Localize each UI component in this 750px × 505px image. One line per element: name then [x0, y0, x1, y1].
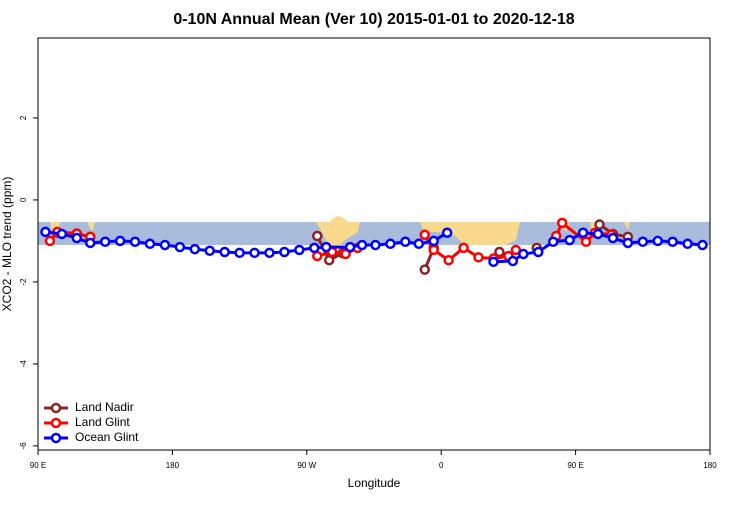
- data-point: [443, 254, 454, 266]
- x-tick-label: 90 W: [297, 461, 316, 470]
- legend-marker: [50, 417, 62, 429]
- y-tick-label: 2: [19, 115, 28, 120]
- data-point: [309, 242, 320, 254]
- y-tick-label: -4: [19, 360, 28, 368]
- data-point: [294, 244, 305, 256]
- data-point: [99, 236, 111, 247]
- legend-label: Land Glint: [75, 415, 130, 429]
- data-point: [580, 236, 592, 247]
- x-tick-label: 90 E: [30, 461, 46, 470]
- y-axis-label: XCO2 - MLO trend (ppm): [0, 177, 14, 312]
- y-tick-label: 0: [19, 197, 28, 202]
- data-point: [129, 236, 141, 247]
- legend-marker: [50, 402, 62, 414]
- data-point: [234, 247, 245, 259]
- data-point: [594, 219, 605, 230]
- data-point: [385, 238, 396, 250]
- data-point: [637, 236, 649, 247]
- plot-frame: [37, 37, 711, 451]
- data-point: [419, 264, 431, 275]
- x-axis-label: Longitude: [348, 476, 401, 490]
- data-point: [682, 238, 693, 250]
- data-point: [441, 227, 453, 238]
- data-point: [592, 228, 604, 240]
- data-point: [344, 241, 356, 253]
- data-point: [510, 244, 522, 256]
- data-point: [533, 246, 544, 258]
- data-point: [494, 246, 505, 258]
- data-point: [370, 239, 381, 251]
- data-point: [40, 226, 51, 238]
- data-point: [189, 243, 201, 255]
- data-point: [85, 237, 96, 249]
- data-point: [340, 248, 351, 260]
- data-point: [507, 255, 519, 267]
- legend-label: Land Nadir: [75, 400, 134, 414]
- data-point: [667, 236, 678, 247]
- x-tick-label: 180: [703, 461, 717, 470]
- data-point: [488, 256, 499, 268]
- data-point: [697, 239, 708, 251]
- data-point: [44, 235, 56, 247]
- data-point: [622, 237, 634, 249]
- data-point: [564, 234, 575, 246]
- data-point: [312, 250, 323, 262]
- data-point: [320, 241, 332, 253]
- data-point: [428, 235, 439, 247]
- data-point: [144, 238, 156, 250]
- data-point: [312, 230, 323, 242]
- data-point: [279, 246, 290, 258]
- data-point: [219, 246, 230, 258]
- data-point: [159, 239, 171, 251]
- y-tick-label: -2: [19, 278, 28, 286]
- data-point: [547, 236, 559, 247]
- data-point: [204, 245, 215, 257]
- chart-title: 0-10N Annual Mean (Ver 10) 2015-01-01 to…: [173, 11, 574, 28]
- x-tick-label: 0: [439, 461, 444, 470]
- data-point: [652, 235, 663, 247]
- data-point: [249, 247, 260, 259]
- series-line: [48, 220, 612, 263]
- map-strip: [38, 216, 710, 250]
- data-point: [114, 235, 126, 247]
- data-point: [71, 232, 83, 244]
- data-point: [413, 238, 425, 250]
- data-point: [323, 254, 335, 266]
- data-point: [400, 236, 411, 247]
- data-point: [556, 217, 568, 229]
- data-point: [518, 248, 529, 260]
- data-point: [607, 232, 619, 244]
- data-point: [174, 241, 186, 253]
- y-tick-label: -6: [19, 442, 28, 450]
- x-tick-label: 180: [166, 461, 180, 470]
- legend-label: Ocean Glint: [75, 430, 139, 444]
- data-point: [356, 239, 368, 251]
- data-point: [56, 228, 68, 240]
- data-point: [428, 244, 439, 256]
- data-point: [419, 229, 431, 241]
- x-tick-label: 90 E: [567, 461, 583, 470]
- data-point: [458, 242, 469, 254]
- legend-marker: [50, 432, 62, 444]
- data-point: [577, 227, 589, 238]
- data-point: [264, 247, 275, 259]
- data-point: [473, 252, 484, 263]
